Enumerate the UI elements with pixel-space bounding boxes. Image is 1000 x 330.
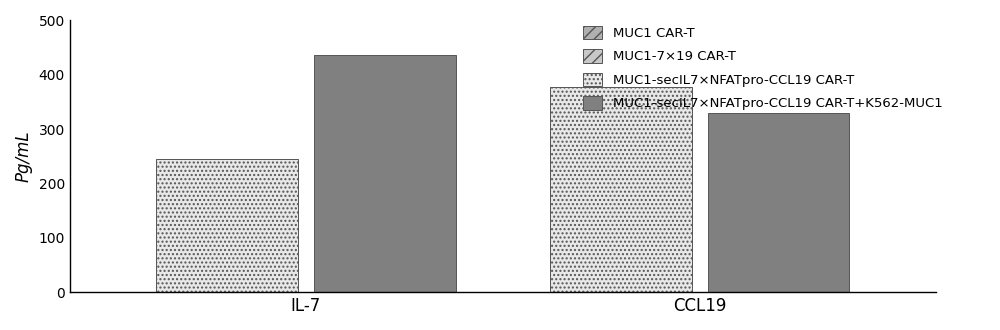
Legend: MUC1 CAR-T, MUC1-7×19 CAR-T, MUC1-secIL7×NFATpro-CCL19 CAR-T, MUC1-secIL7×NFATpr: MUC1 CAR-T, MUC1-7×19 CAR-T, MUC1-secIL7… — [579, 22, 947, 114]
Bar — [550, 87, 692, 292]
Y-axis label: Pg/mL: Pg/mL — [15, 130, 33, 182]
Bar — [156, 159, 298, 292]
Bar — [708, 113, 849, 292]
Bar — [314, 55, 456, 292]
